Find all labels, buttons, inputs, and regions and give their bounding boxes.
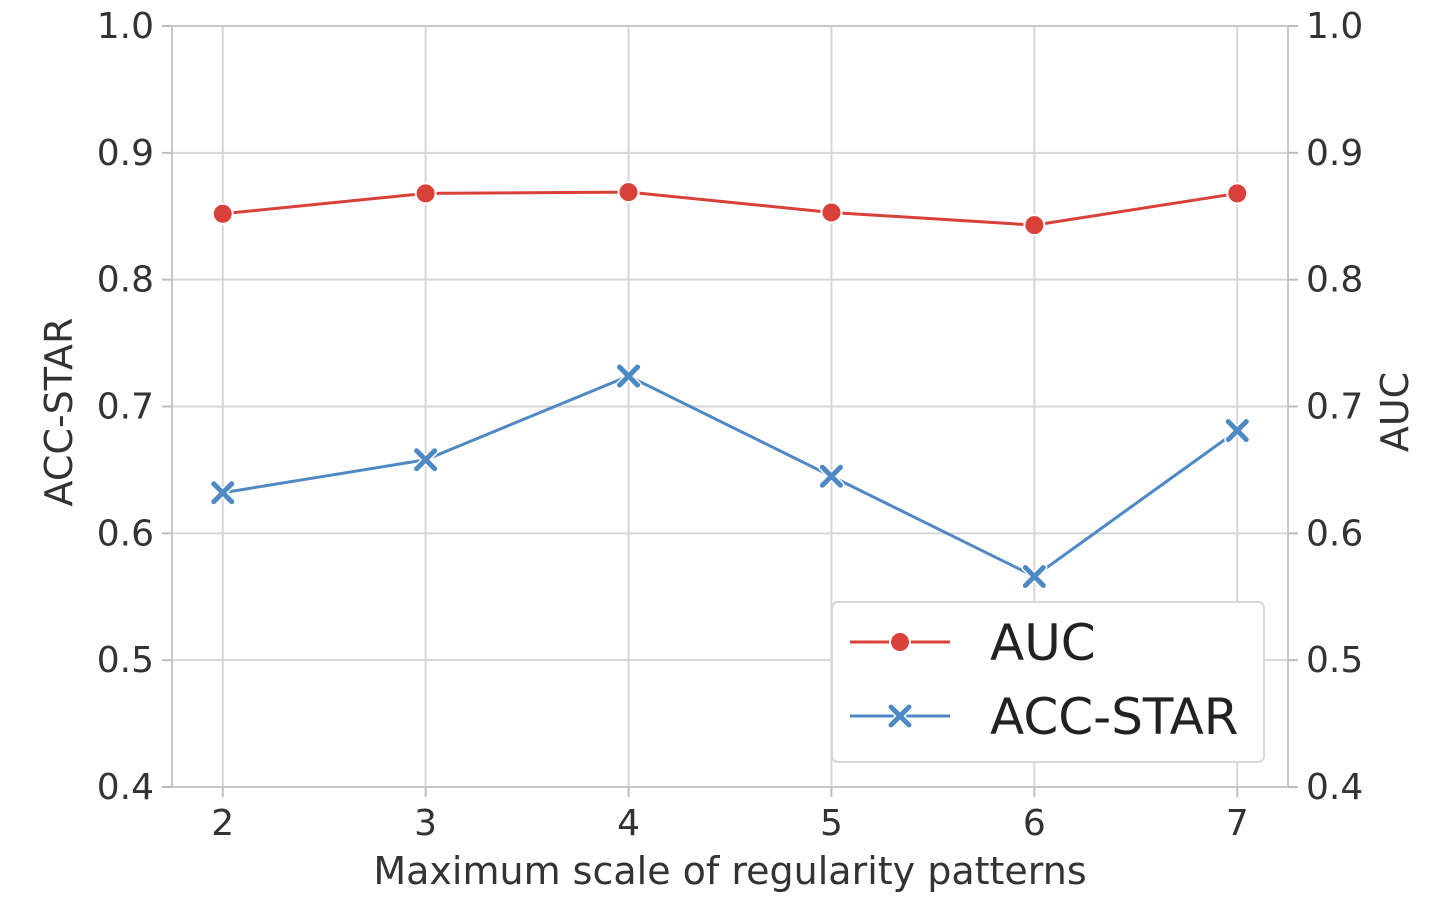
left-y-tick-label: 0.9 xyxy=(97,133,154,174)
series-line-auc xyxy=(222,190,1238,227)
legend-auc-label: AUC xyxy=(990,614,1096,672)
right-y-axis-label: AUC xyxy=(1373,372,1417,452)
right-y-tick-label: 0.5 xyxy=(1306,640,1363,681)
data-point-acc-star xyxy=(209,479,236,506)
x-tick-label: 3 xyxy=(414,803,437,844)
data-point-auc xyxy=(414,182,437,205)
series-auc xyxy=(211,181,1249,237)
left-y-tick-label: 0.8 xyxy=(97,260,154,301)
left-y-tick-label: 0.7 xyxy=(97,387,154,428)
series-acc-star xyxy=(209,363,1251,590)
left-y-tick-label: 0.6 xyxy=(97,513,154,554)
right-y-tick-label: 1.0 xyxy=(1306,6,1363,47)
left-y-axis: 0.4 0.5 0.6 0.7 0.8 0.9 1.0 xyxy=(97,6,172,808)
legend-entry-acc-star: ACC-STAR xyxy=(850,688,1239,746)
right-y-tick-label: 0.8 xyxy=(1306,260,1363,301)
x-tick-label: 4 xyxy=(617,803,640,844)
right-y-tick-label: 0.9 xyxy=(1306,133,1363,174)
x-tick-label: 7 xyxy=(1226,803,1249,844)
data-point-auc xyxy=(617,181,640,204)
data-point-acc-star xyxy=(818,463,845,490)
left-y-tick-label: 0.4 xyxy=(97,767,154,808)
legend-acc-star-marker xyxy=(887,703,913,729)
data-point-auc xyxy=(211,202,234,225)
right-y-tick-label: 0.4 xyxy=(1306,767,1363,808)
left-y-tick-label: 1.0 xyxy=(97,6,154,47)
data-point-auc xyxy=(820,201,843,224)
x-tick-label: 5 xyxy=(820,803,843,844)
x-tick-label: 2 xyxy=(211,803,234,844)
left-y-axis-label: ACC-STAR xyxy=(37,318,81,507)
data-point-acc-star xyxy=(1021,563,1048,590)
right-y-tick-label: 0.6 xyxy=(1306,513,1363,554)
right-y-tick-label: 0.7 xyxy=(1306,387,1363,428)
data-point-auc xyxy=(1226,182,1249,205)
x-tick-label: 6 xyxy=(1023,803,1046,844)
series-line-acc-star xyxy=(222,374,1239,579)
data-point-acc-star xyxy=(412,446,439,473)
x-axis-label: Maximum scale of regularity patterns xyxy=(373,849,1086,893)
data-point-auc xyxy=(1023,214,1046,237)
legend-acc-star-label: ACC-STAR xyxy=(990,688,1239,746)
left-y-tick-label: 0.5 xyxy=(97,640,154,681)
legend-entry-auc: AUC xyxy=(850,614,1096,672)
x-axis: 2 3 4 5 6 7 xyxy=(211,787,1249,844)
data-point-acc-star xyxy=(615,363,642,390)
legend-auc-marker xyxy=(889,631,911,653)
right-y-axis: 0.4 0.5 0.6 0.7 0.8 0.9 1.0 xyxy=(1288,6,1363,808)
legend: AUC ACC-STAR xyxy=(831,601,1265,763)
series-group xyxy=(209,181,1251,590)
data-point-acc-star xyxy=(1224,417,1251,444)
